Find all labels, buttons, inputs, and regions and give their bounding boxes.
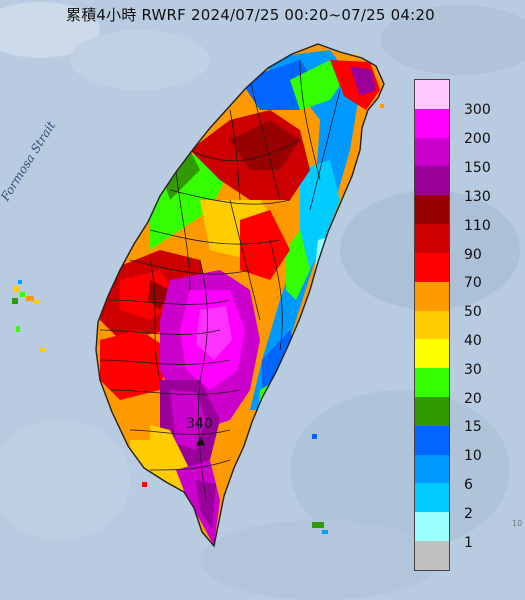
legend-label: 110: [464, 217, 491, 234]
legend-swatch: [415, 483, 449, 513]
legend-label: 130: [464, 188, 491, 205]
taiwan-coastline: [95, 43, 385, 548]
legend-swatch: [415, 166, 449, 196]
legend-label: 300: [464, 102, 491, 119]
legend-label: 90: [464, 246, 482, 263]
legend-swatch: [415, 108, 449, 138]
max-rainfall-label: 340: [186, 416, 213, 432]
legend-swatch: [415, 252, 449, 282]
legend-label: 30: [464, 361, 482, 378]
legend-label: 15: [464, 419, 482, 436]
legend-swatch: [415, 339, 449, 369]
legend-swatch: [415, 425, 449, 455]
legend-swatch: [415, 541, 449, 570]
legend-swatch: [415, 368, 449, 397]
legend-swatch: [415, 137, 449, 167]
legend-swatch: [415, 195, 449, 225]
legend-label: 50: [464, 304, 482, 321]
corner-tag: 10: [512, 519, 523, 528]
legend-label: 150: [464, 160, 491, 177]
legend-label: 70: [464, 275, 482, 292]
legend-label: 200: [464, 131, 491, 148]
legend-label: 6: [464, 477, 473, 494]
legend-swatch: [415, 281, 449, 311]
max-rainfall-marker-icon: ▲: [196, 433, 206, 447]
legend-label: 20: [464, 390, 482, 407]
legend-swatch: [415, 224, 449, 253]
legend-swatch: [415, 454, 449, 484]
legend-label: 10: [464, 448, 482, 465]
legend-swatch: [415, 512, 449, 541]
map-title: 累積4小時 RWRF 2024/07/25 00:20~07/25 04:20: [66, 6, 435, 24]
legend-label: 40: [464, 333, 482, 349]
legend-label: 1: [464, 534, 473, 551]
legend-label: 2: [464, 505, 473, 522]
legend-swatch: [415, 310, 449, 340]
county-boundaries: [99, 59, 341, 501]
legend-swatch: [415, 396, 449, 426]
color-legend: [414, 79, 450, 571]
legend-swatch: [415, 80, 449, 109]
